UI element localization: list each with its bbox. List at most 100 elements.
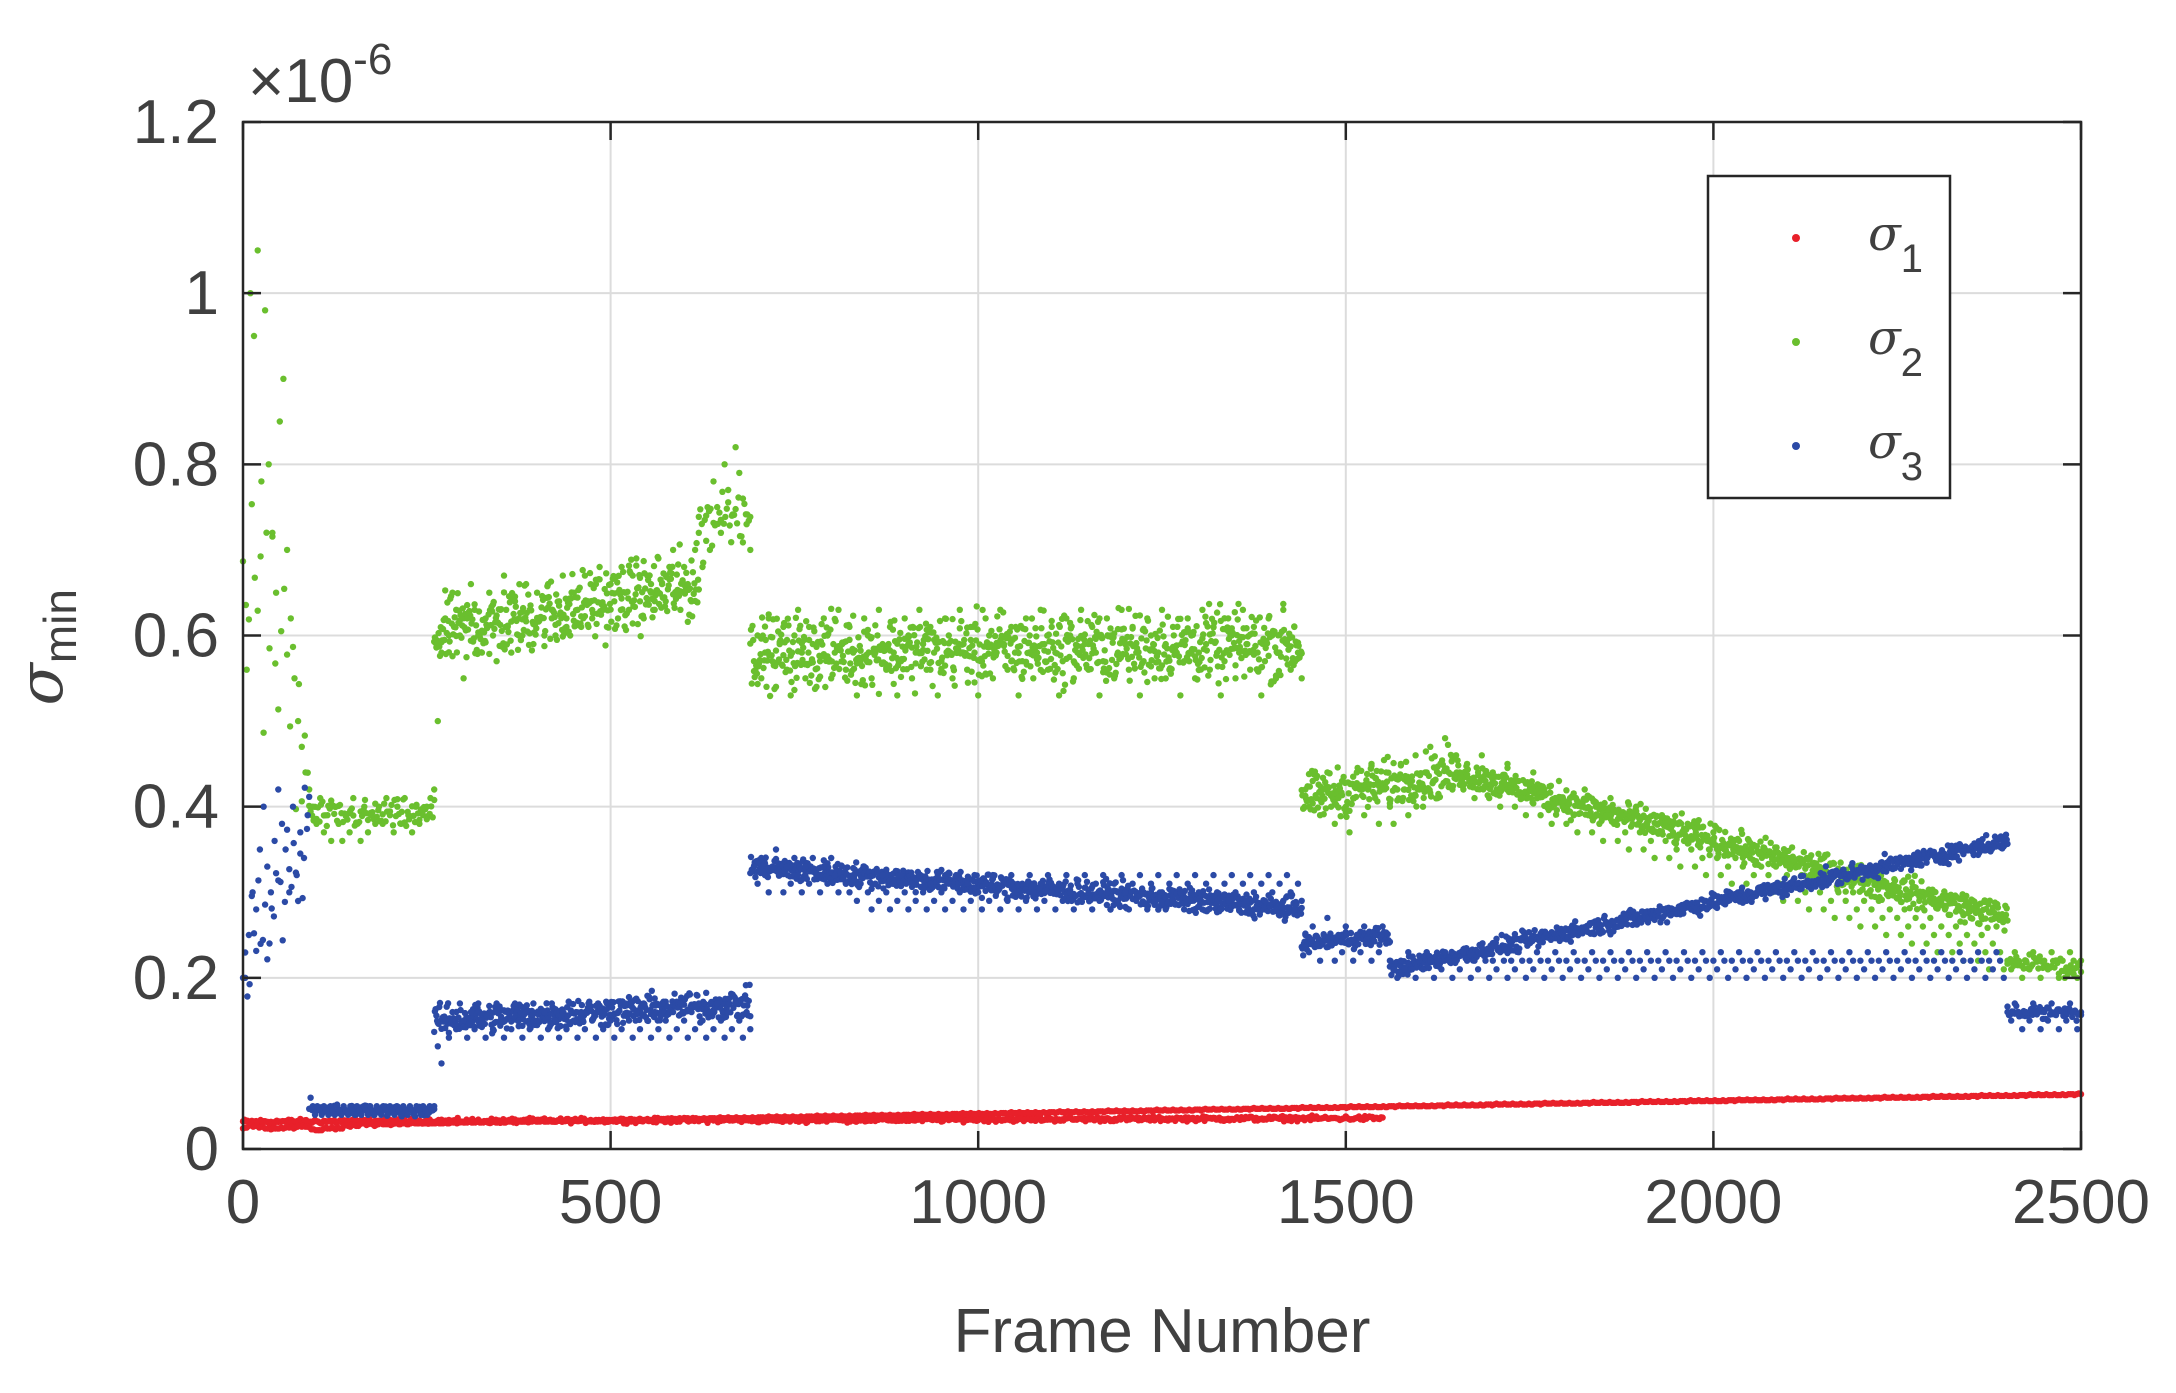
data-point [1182, 637, 1188, 643]
data-point [1879, 915, 1885, 921]
data-point [743, 521, 749, 527]
data-point [1984, 925, 1990, 931]
data-point [898, 674, 904, 680]
data-point [1405, 812, 1411, 818]
data-point [585, 598, 591, 604]
data-point [1207, 657, 1213, 663]
data-point [769, 658, 775, 664]
data-point [435, 718, 441, 724]
data-point [497, 607, 503, 613]
data-point [611, 598, 617, 604]
data-point [249, 501, 255, 507]
data-point [957, 625, 963, 631]
data-point [2063, 966, 2069, 972]
data-point [533, 625, 539, 631]
data-point [663, 598, 669, 604]
data-point [1235, 601, 1241, 607]
data-point [580, 567, 586, 573]
data-point [262, 901, 268, 907]
data-point [1626, 802, 1632, 808]
data-point [1831, 861, 1837, 867]
data-point [951, 667, 957, 673]
data-point [683, 570, 689, 576]
data-point [1438, 761, 1444, 767]
data-point [865, 632, 871, 638]
data-point [974, 603, 980, 609]
data-point [286, 866, 292, 872]
data-point [909, 675, 915, 681]
data-point [694, 992, 700, 998]
data-point [582, 572, 588, 578]
data-point [1394, 786, 1400, 792]
data-point [277, 879, 283, 885]
data-point [687, 991, 693, 997]
data-point [593, 621, 599, 627]
data-point [732, 506, 738, 512]
data-point [288, 615, 294, 621]
data-point [310, 804, 316, 810]
data-point [1328, 804, 1334, 810]
data-point [1920, 923, 1926, 929]
data-point [1251, 631, 1257, 637]
data-point [600, 607, 606, 613]
data-point [482, 615, 488, 621]
data-point [1155, 649, 1161, 655]
data-point [982, 615, 988, 621]
data-point [2067, 949, 2073, 955]
data-point [1017, 643, 1023, 649]
data-point [442, 587, 448, 593]
data-point [394, 796, 400, 802]
data-point [454, 649, 460, 655]
data-point [1843, 888, 1849, 894]
data-point [618, 564, 624, 570]
data-point [1894, 915, 1900, 921]
data-point [604, 624, 610, 630]
data-point [1258, 692, 1264, 698]
data-point [1615, 838, 1621, 844]
data-point [1054, 666, 1060, 672]
data-point [253, 948, 259, 954]
data-point [2003, 912, 2009, 918]
data-point [828, 606, 834, 612]
data-point [460, 675, 466, 681]
data-point [835, 607, 841, 613]
data-point [1765, 872, 1771, 878]
data-point [626, 607, 632, 613]
data-point [569, 571, 575, 577]
data-point [1801, 849, 1807, 855]
data-point [1523, 812, 1529, 818]
data-point [2023, 958, 2029, 964]
data-point [1835, 889, 1841, 895]
data-point [1971, 940, 1977, 946]
data-point [357, 838, 363, 844]
data-point [321, 829, 327, 835]
data-point [749, 623, 755, 629]
data-point [1589, 829, 1595, 835]
data-point [2026, 966, 2032, 972]
data-point [788, 692, 794, 698]
data-point [1563, 821, 1569, 827]
data-point [343, 812, 349, 818]
data-point [1093, 649, 1099, 655]
data-point [1151, 641, 1157, 647]
data-point [1729, 881, 1735, 887]
data-point [836, 666, 842, 672]
data-point [957, 607, 963, 613]
data-point [1376, 821, 1382, 827]
data-point [1148, 663, 1154, 669]
data-point [1563, 787, 1569, 793]
data-point [1861, 898, 1867, 904]
data-point [2048, 949, 2054, 955]
data-point [1883, 932, 1889, 938]
data-point [538, 615, 544, 621]
data-point [1420, 804, 1426, 810]
data-point [1315, 804, 1321, 810]
data-point [546, 594, 552, 600]
data-point [857, 648, 863, 654]
data-point [817, 673, 823, 679]
data-point [1349, 801, 1355, 807]
data-point [1912, 915, 1918, 921]
data-point [473, 622, 479, 628]
data-point [822, 684, 828, 690]
data-point [507, 638, 513, 644]
